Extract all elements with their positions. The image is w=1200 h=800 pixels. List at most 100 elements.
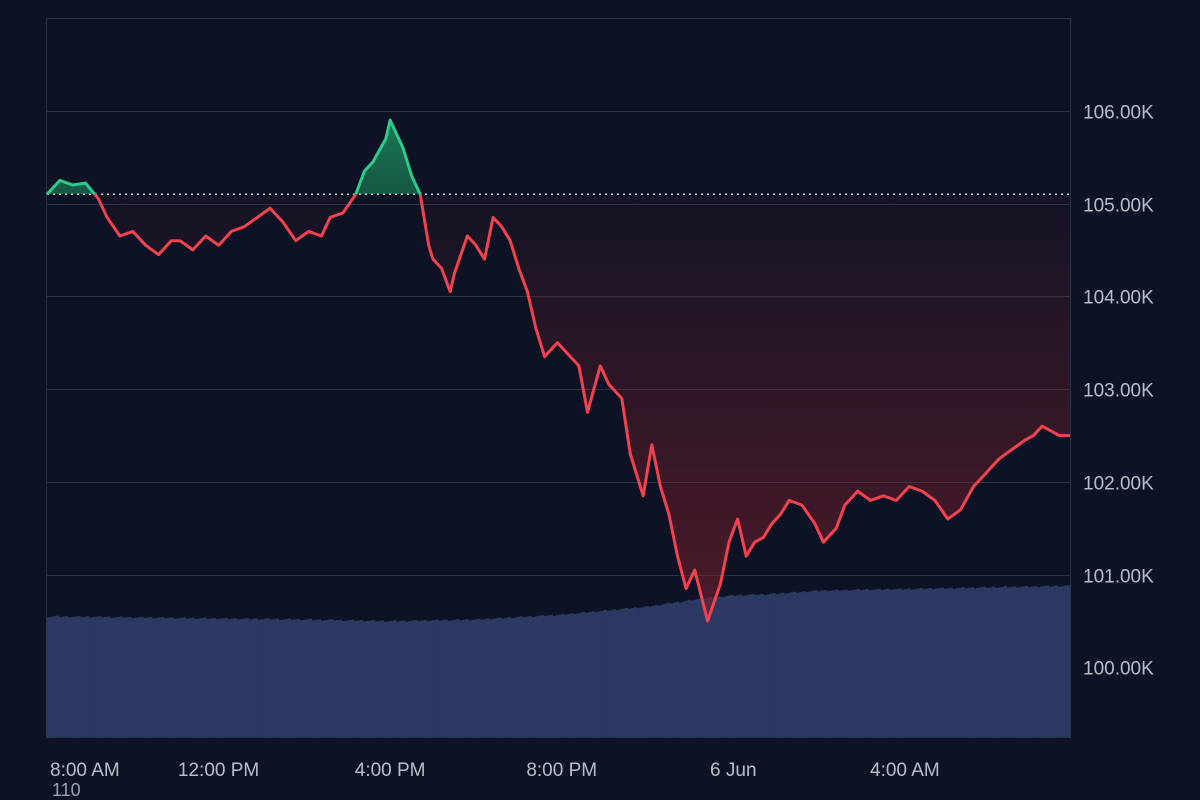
volume-bar: [236, 619, 240, 737]
volume-bar: [1030, 586, 1035, 737]
volume-bar: [396, 621, 400, 737]
volume-bar: [146, 617, 150, 737]
volume-bar: [468, 620, 472, 737]
volume-bar: [742, 595, 746, 737]
volume-bar: [50, 616, 54, 737]
volume-bar: [1021, 586, 1026, 737]
volume-bar: [522, 617, 526, 737]
volume-bar: [675, 601, 680, 737]
volume-bar: [68, 617, 72, 737]
volume-bar: [365, 621, 370, 737]
volume-bar: [543, 616, 547, 737]
volume-bar: [552, 615, 556, 737]
volume-bar: [483, 619, 487, 737]
volume-bar: [230, 618, 234, 737]
volume-bar: [835, 589, 839, 737]
volume-bar: [570, 613, 574, 737]
volume-bar: [880, 589, 884, 737]
volume-bar: [853, 589, 857, 737]
volume-bar: [501, 618, 505, 737]
volume-bar: [390, 620, 394, 737]
volume-bar: [657, 605, 662, 737]
volume-bar: [829, 590, 833, 737]
volume-bar: [612, 609, 616, 737]
volume-bar: [62, 616, 66, 737]
volume-bar: [173, 618, 177, 737]
volume-bar: [417, 621, 421, 737]
volume-bar: [227, 619, 231, 737]
volume-bar: [555, 615, 559, 737]
volume-bar: [480, 619, 484, 737]
volume-bar: [733, 595, 737, 737]
volume-bar: [104, 617, 108, 737]
volume-bar: [272, 619, 276, 737]
volume-bar: [618, 609, 622, 737]
volume-bar: [736, 595, 740, 737]
volume-bar: [931, 589, 935, 737]
volume-bar: [805, 592, 809, 737]
volume-bar: [137, 617, 141, 737]
volume-bar: [672, 602, 677, 737]
volume-bar: [946, 588, 950, 737]
volume-bar: [374, 621, 379, 737]
volume-bar: [371, 620, 376, 737]
volume-bar: [197, 618, 201, 737]
volume-bar: [1012, 586, 1017, 737]
volume-bar: [892, 589, 896, 737]
volume-bar: [979, 587, 984, 737]
volume-bar: [429, 620, 433, 737]
volume-bar: [808, 591, 812, 737]
volume-bar: [158, 617, 162, 737]
volume-bar: [47, 617, 51, 737]
volume-bar: [1024, 585, 1029, 737]
volume-bar: [200, 618, 204, 737]
volume-bar: [344, 620, 349, 737]
y-tick-label: 104.00K: [1083, 288, 1154, 309]
volume-bar: [254, 618, 258, 737]
volume-bar: [982, 586, 987, 737]
y-axis-tick-labels: 100.00K 101.00K 102.00K 103.00K 104.00K 105.0…: [1083, 103, 1154, 680]
volume-bar: [224, 617, 228, 737]
volume-bar: [110, 617, 114, 737]
volume-bar: [308, 618, 313, 737]
volume-bar: [717, 596, 722, 737]
volume-bar: [907, 588, 911, 737]
volume-bar: [814, 590, 818, 737]
volume-bar: [757, 594, 761, 737]
volume-bar: [820, 590, 824, 737]
volume-bar: [260, 619, 264, 737]
volume-bar: [1057, 586, 1062, 737]
volume-bar: [191, 617, 195, 737]
volume-bar: [131, 618, 135, 737]
volume-bar: [693, 599, 698, 737]
volume-bar: [775, 594, 779, 737]
volume-bar: [606, 610, 610, 737]
volume-bar: [970, 587, 975, 737]
volume-bar: [1015, 587, 1020, 737]
volume-bar: [1042, 586, 1047, 737]
volume-bar: [844, 589, 848, 737]
volume-bar: [432, 620, 436, 737]
volume-bar: [790, 592, 794, 737]
volume-bar: [958, 587, 962, 737]
volume-bar: [639, 607, 644, 737]
volume-bar: [116, 617, 120, 737]
volume-bar: [444, 619, 448, 737]
volume-bar: [720, 597, 725, 737]
volume-bar: [248, 619, 252, 737]
volume-bar: [633, 607, 638, 737]
volume-bar: [471, 619, 475, 737]
volume-bar: [781, 592, 785, 737]
volume-bar: [287, 618, 292, 737]
volume-bar: [627, 608, 632, 737]
volume-bar: [678, 602, 683, 737]
volume-bar: [459, 620, 463, 737]
volume-bar: [763, 594, 767, 737]
volume-bar: [889, 589, 893, 737]
volume-bar: [624, 607, 628, 737]
volume-bar: [708, 597, 713, 737]
volume-bar: [101, 617, 105, 737]
volume-bar: [600, 610, 604, 737]
volume-bar: [609, 610, 613, 737]
volume-bar: [89, 617, 93, 737]
